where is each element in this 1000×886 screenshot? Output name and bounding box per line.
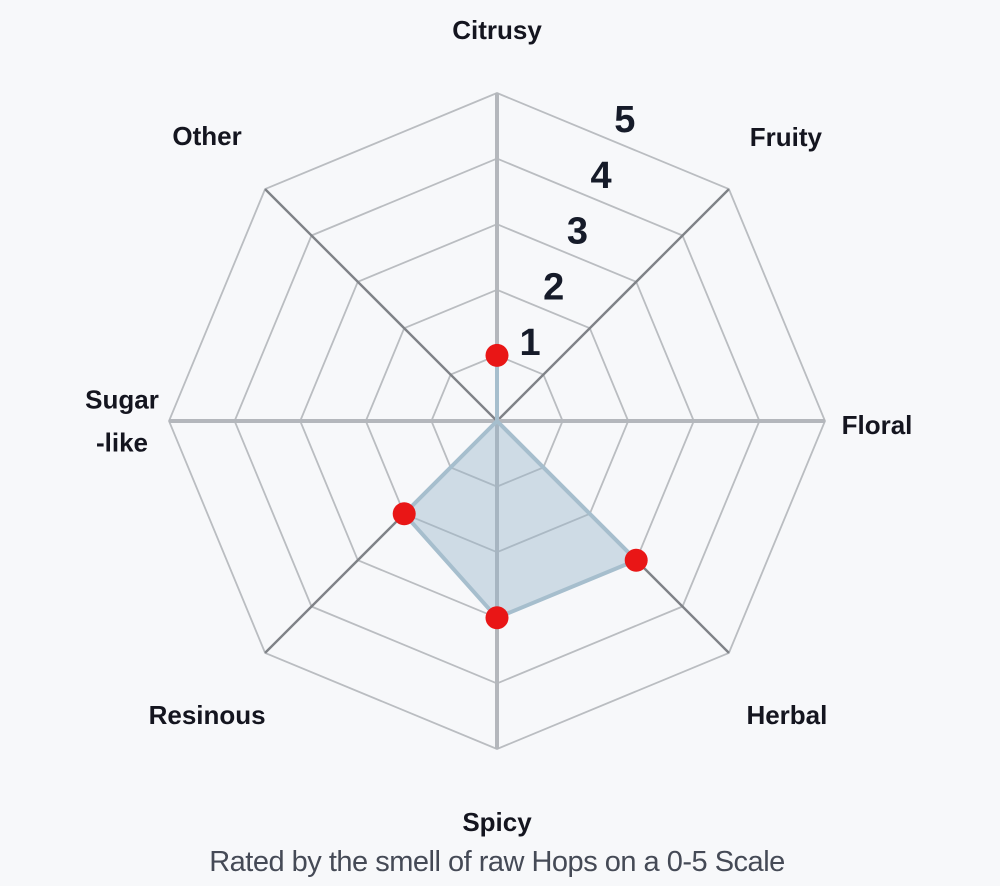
radial-tick-3: 3 (567, 211, 588, 253)
axis-label-herbal: Herbal (746, 700, 827, 730)
radial-tick-2: 2 (543, 266, 564, 308)
axis-label-fruity: Fruity (750, 122, 823, 152)
axis-label-sugar-like: Sugar -like (85, 385, 159, 458)
data-point-spicy (485, 606, 509, 630)
axis-spoke-other (264, 188, 498, 422)
radial-tick-4: 4 (591, 155, 612, 197)
radial-tick-1: 1 (520, 322, 541, 364)
data-point-herbal (624, 548, 648, 572)
axis-label-other: Other (172, 121, 241, 151)
axis-label-floral: Floral (842, 410, 913, 440)
axis-label-citrusy: Citrusy (452, 15, 542, 45)
radial-tick-5: 5 (614, 99, 635, 141)
axis-label-spicy: Spicy (462, 807, 532, 837)
chart-caption: Rated by the smell of raw Hops on a 0-5 … (209, 846, 785, 878)
data-point-citrusy (485, 343, 509, 367)
data-point-resinous (392, 502, 416, 526)
axis-spoke-fruity (496, 188, 730, 422)
axis-label-resinous: Resinous (149, 700, 266, 730)
